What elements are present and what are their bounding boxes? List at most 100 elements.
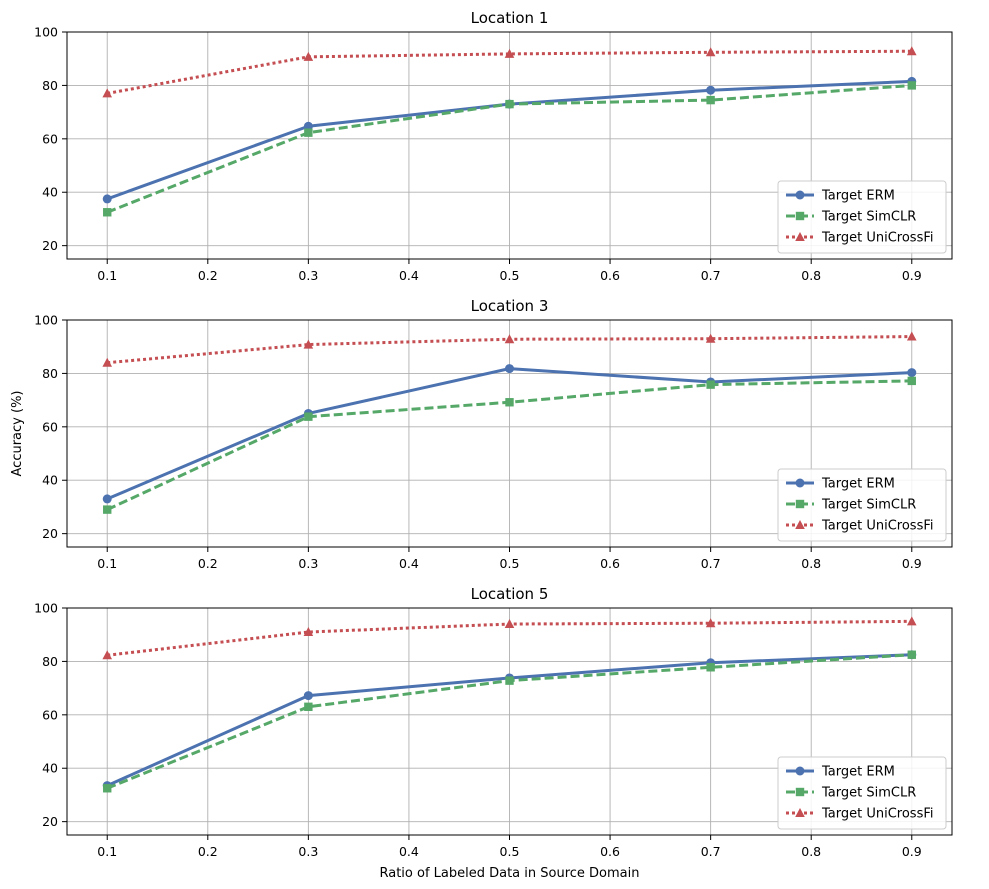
y-tick-label: 20 — [42, 238, 58, 253]
x-tick-label: 0.4 — [399, 268, 419, 283]
legend-label: Target UniCrossFi — [821, 807, 934, 822]
data-point-simclr — [907, 81, 916, 90]
series-line-target-unicrossfi — [106, 49, 912, 95]
legend-marker-circle — [795, 478, 805, 488]
legend-label: Target SimCLR — [821, 498, 916, 513]
data-point-unicrossfi — [906, 331, 917, 341]
x-tick-label: 0.2 — [198, 268, 218, 283]
y-tick-label: 60 — [42, 707, 58, 722]
x-tick-label: 0.1 — [97, 844, 117, 859]
legend-box — [777, 468, 947, 542]
legend-marker-square — [795, 211, 805, 221]
y-tick-label: 20 — [42, 814, 58, 829]
x-tick-label: 0.1 — [97, 268, 117, 283]
data-point-simclr — [706, 663, 715, 672]
x-tick-label: 0.7 — [701, 556, 721, 571]
data-point-unicrossfi — [906, 616, 917, 626]
x-tick-label: 0.3 — [298, 844, 318, 859]
data-point-simclr — [304, 702, 313, 712]
subplot-title: Location 5 — [471, 585, 549, 603]
y-tick-label: 80 — [42, 366, 58, 381]
data-point-erm — [102, 194, 112, 204]
data-point-erm — [907, 368, 917, 378]
subplot-title: Location 3 — [471, 297, 549, 315]
legend: Target ERM Target SimCLR Target UniCrossFi — [777, 468, 947, 542]
data-point-unicrossfi — [303, 627, 314, 637]
data-point-erm — [505, 364, 514, 374]
data-point-unicrossfi — [705, 333, 716, 343]
x-tick-label: 0.6 — [600, 268, 620, 283]
data-point-simclr — [907, 376, 916, 386]
data-point-unicrossfi — [504, 334, 515, 344]
y-tick-label: 100 — [34, 601, 58, 616]
x-tick-label: 0.8 — [801, 844, 821, 859]
legend-label: Target ERM — [821, 189, 895, 204]
y-tick-label: 100 — [34, 25, 58, 40]
x-tick-label: 0.2 — [198, 844, 218, 859]
legend-box — [777, 180, 947, 254]
y-tick-label: 100 — [34, 313, 58, 328]
x-tick-label: 0.9 — [902, 268, 922, 283]
subplot-location-3: 0.1 0.2 0.3 0.4 0.5 0.6 0.7 0.8 0.9 20 40 60 80 100 Lo… — [10, 297, 953, 571]
x-tick-label: 0.7 — [701, 268, 721, 283]
y-tick-label: 20 — [42, 526, 58, 541]
y-tick-label: 40 — [42, 761, 58, 776]
x-tick-label: 0.9 — [902, 844, 922, 859]
y-tick-label: 60 — [42, 131, 58, 146]
legend: Target ERM Target SimCLR Target UniCrossFi — [777, 756, 947, 830]
x-tick-label: 0.6 — [600, 556, 620, 571]
data-point-simclr — [103, 784, 112, 793]
data-point-simclr — [505, 99, 514, 109]
x-tick-label: 0.1 — [97, 556, 117, 571]
x-tick-label: 0.9 — [902, 556, 922, 571]
y-tick-label: 60 — [42, 419, 58, 434]
y-tick-label: 40 — [42, 473, 58, 488]
data-point-unicrossfi — [102, 357, 113, 367]
legend-label: Target UniCrossFi — [821, 519, 934, 534]
data-point-erm — [303, 691, 313, 701]
legend-label: Target SimCLR — [821, 210, 916, 225]
legend-marker-circle — [795, 766, 805, 776]
data-point-erm — [706, 85, 716, 95]
y-tick-label: 40 — [42, 185, 58, 200]
y-tick-label: 80 — [42, 78, 58, 93]
x-tick-label: 0.5 — [500, 844, 520, 859]
subplot-location-5: 0.1 0.2 0.3 0.4 0.5 0.6 0.7 0.8 0.9 20 40 60 80 100 Lo… — [34, 585, 953, 881]
data-point-unicrossfi — [504, 48, 515, 58]
x-tick-label: 0.4 — [399, 844, 419, 859]
legend-label: Target UniCrossFi — [821, 231, 934, 246]
data-point-unicrossfi — [102, 88, 113, 98]
data-point-unicrossfi — [303, 339, 314, 349]
x-tick-label: 0.5 — [500, 556, 520, 571]
legend-label: Target SimCLR — [821, 786, 916, 801]
x-tick-label: 0.6 — [600, 844, 620, 859]
legend: Target ERM Target SimCLR Target UniCrossFi — [777, 180, 947, 254]
data-point-simclr — [706, 95, 715, 105]
x-axis-label: Ratio of Labeled Data in Source Domain — [379, 866, 639, 881]
legend-marker-triangle — [795, 232, 805, 241]
data-point-simclr — [907, 650, 916, 659]
legend-marker-triangle — [795, 808, 805, 817]
data-point-simclr — [505, 398, 514, 407]
data-point-erm — [102, 494, 112, 504]
legend-label: Target ERM — [821, 477, 895, 492]
data-point-unicrossfi — [906, 46, 917, 56]
legend-box — [777, 756, 947, 830]
x-tick-label: 0.8 — [801, 268, 821, 283]
legend-marker-square — [795, 499, 805, 509]
data-point-unicrossfi — [102, 650, 113, 660]
x-tick-label: 0.3 — [298, 556, 318, 571]
legend-marker-circle — [795, 190, 805, 200]
data-point-unicrossfi — [705, 618, 716, 628]
x-tick-label: 0.2 — [198, 556, 218, 571]
data-point-simclr — [304, 412, 313, 421]
y-axis-label: Accuracy (%) — [10, 391, 25, 477]
data-point-simclr — [505, 676, 514, 685]
data-point-simclr — [304, 128, 313, 137]
x-tick-label: 0.8 — [801, 556, 821, 571]
data-point-simclr — [103, 208, 112, 217]
data-point-unicrossfi — [303, 51, 314, 61]
x-tick-label: 0.7 — [701, 844, 721, 859]
y-tick-label: 80 — [42, 654, 58, 669]
